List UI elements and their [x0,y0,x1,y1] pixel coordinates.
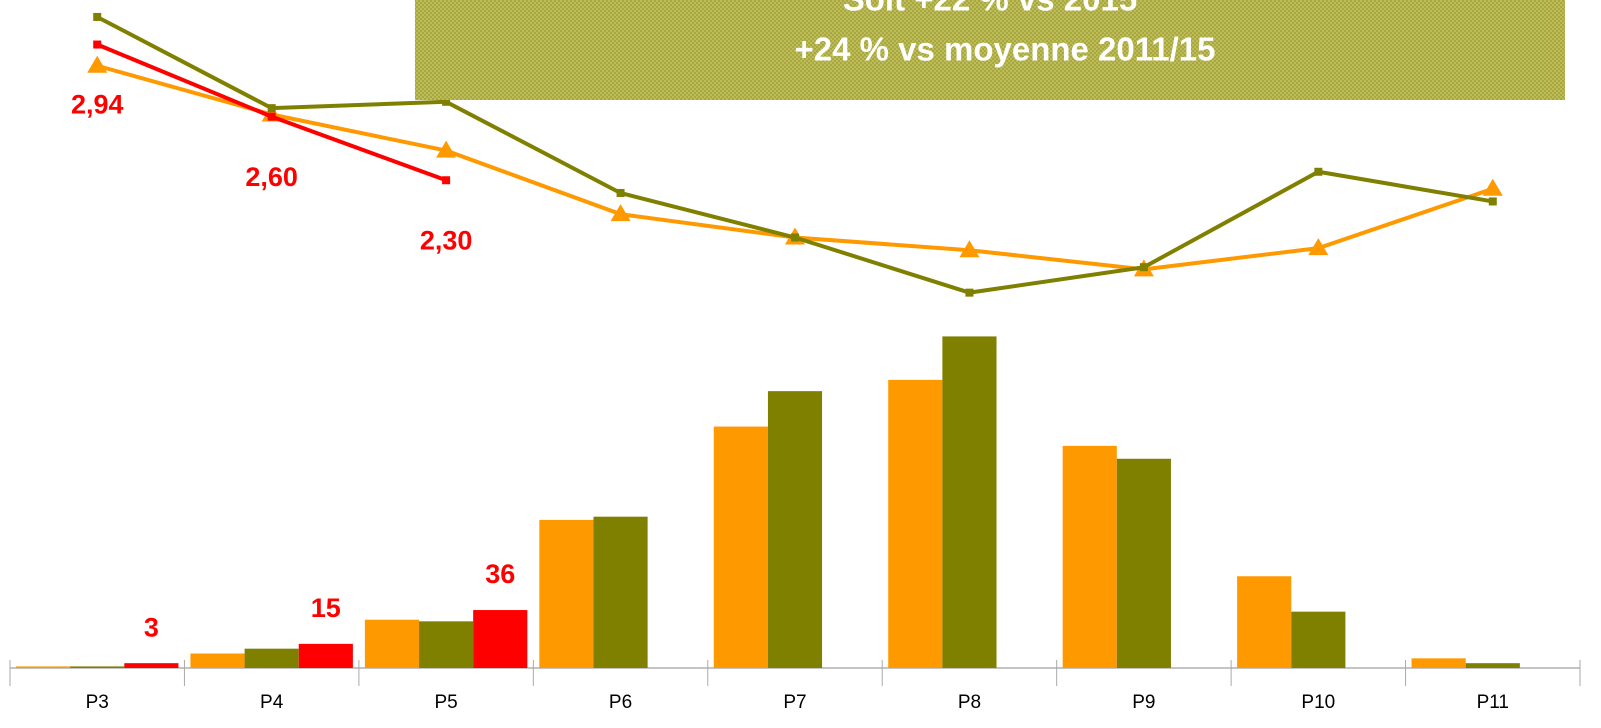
bar [767,391,823,668]
marker [965,288,974,297]
marker [1482,178,1503,196]
marker [442,176,451,185]
x-tick-label: P6 [609,692,632,713]
marker [267,112,276,121]
x-tick-label: P8 [958,692,981,713]
bar [364,619,420,668]
marker [610,204,631,222]
x-tick-label: P3 [86,692,109,713]
bar [473,610,528,668]
x-tick-label: P5 [434,692,457,713]
marker [1314,167,1323,176]
bar [1465,663,1520,668]
bar [1411,658,1466,668]
marker [267,104,276,113]
bar [16,666,71,668]
bar [1062,445,1117,668]
x-tick-label: P7 [783,692,806,713]
line-label: 2,60 [245,162,298,192]
bar [244,648,299,668]
bar [70,666,125,668]
marker [442,97,451,106]
bar [1291,611,1346,668]
banner-text: Soit +22 % vs 2015 [843,0,1137,18]
marker [87,55,108,73]
marker [791,233,799,242]
line-label: 2,94 [71,90,124,120]
marker [1488,197,1497,206]
x-tick-label: P9 [1132,692,1155,713]
bar [298,643,353,668]
bar [1116,458,1171,668]
marker [1308,238,1329,256]
bar [942,336,997,668]
marker [436,140,457,158]
bar [539,519,594,668]
bar-label: 36 [485,559,515,589]
bar-label: 15 [311,593,341,623]
bar [713,426,768,668]
bar-label: 3 [144,612,159,642]
marker [93,12,102,21]
bar [124,663,179,668]
marker [616,188,625,197]
marker [1139,263,1148,272]
bar [190,653,245,668]
line-label: 2,30 [420,225,473,255]
banner [415,0,1565,100]
banner-text: +24 % vs moyenne 2011/15 [794,31,1215,68]
bar [888,379,943,668]
x-tick-label: P4 [260,692,284,713]
marker [959,240,980,258]
bar [419,621,474,668]
bar [593,516,648,668]
x-tick-label: P11 [1477,692,1509,713]
bar [1237,576,1292,668]
x-tick-label: P10 [1301,692,1335,713]
marker [93,40,102,49]
